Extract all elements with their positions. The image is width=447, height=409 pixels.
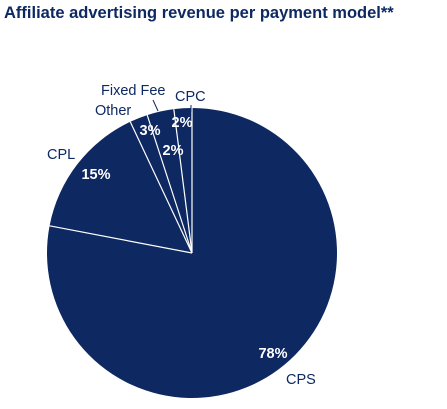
pie-slice-cpl xyxy=(49,121,193,253)
slice-divider xyxy=(146,114,193,254)
value-label-other: 2% xyxy=(163,143,184,159)
category-label-other: Other xyxy=(95,103,131,119)
chart-title: Affiliate advertising revenue per paymen… xyxy=(4,4,394,22)
slice-divider xyxy=(129,121,193,254)
category-label-cpl: CPL xyxy=(47,147,75,163)
value-label-fixed-fee: 3% xyxy=(140,123,161,139)
slice-divider xyxy=(173,109,193,254)
pie-slice-other xyxy=(130,115,192,253)
slice-divider xyxy=(49,225,193,254)
value-label-cpc: 2% xyxy=(172,115,193,131)
category-label-cpc: CPC xyxy=(175,89,206,105)
category-label-fixed-fee: Fixed Fee xyxy=(101,83,165,99)
value-label-cps: 78% xyxy=(258,346,287,362)
category-label-cps: CPS xyxy=(286,372,316,388)
value-label-cpl: 15% xyxy=(81,167,110,183)
leader-line-other xyxy=(137,123,145,134)
leader-line-fixed-fee xyxy=(152,99,159,112)
